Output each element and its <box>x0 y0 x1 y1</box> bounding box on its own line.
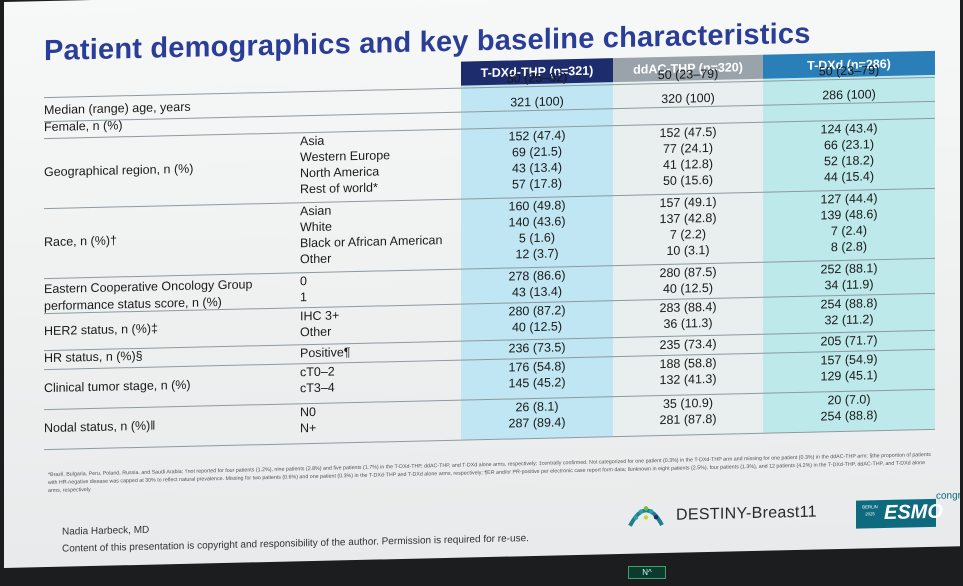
row-sublabels: cT0–2 cT3–4 <box>300 363 335 396</box>
value-cell: 188 (58.8) 132 (41.3) <box>613 354 763 389</box>
slide: Patient demographics and key baseline ch… <box>4 0 960 569</box>
value-text: 50 (15.6) <box>662 172 714 189</box>
row-label: Eastern Cooperative Oncology Group <box>44 277 253 297</box>
row-label: Geographical region, n (%) <box>44 161 194 180</box>
row-label: Nodal status, n (%)‖ <box>44 418 156 436</box>
characteristics-table: Median (range) age, years 50 (25–82) 50 (2… <box>4 0 960 451</box>
value-cell: 280 (87.5) 40 (12.5) <box>613 263 763 298</box>
row-sublabel: Positive¶ <box>300 345 351 361</box>
value-text: 40 (12.5) <box>662 280 714 297</box>
row-sublabels: Asian White Black or African American Other <box>300 200 442 267</box>
row-sublabel: cT0–2 <box>300 364 335 380</box>
value-cell: 152 (47.5) 77 (24.1) 41 (12.8) 50 (15.6) <box>613 123 763 190</box>
destiny-logo-icon <box>628 506 664 527</box>
value-cell: 124 (43.4) 66 (23.1) 52 (18.2) 44 (15.4) <box>763 119 935 187</box>
value-text: 132 (41.3) <box>659 371 717 388</box>
row-label: HER2 status, n (%)‡ <box>44 321 158 338</box>
value-cell: 50 (23–79) <box>613 65 763 84</box>
row-sublabels: IHC 3+ Other <box>300 307 339 340</box>
row-sublabel: Other <box>300 324 332 340</box>
row-sublabel: cT3–4 <box>300 380 335 396</box>
value-text: 36 (11.3) <box>663 315 713 332</box>
bottom-tag: N^ <box>628 566 666 579</box>
value-cell: 26 (8.1) 287 (89.4) <box>461 397 613 432</box>
row-label: HR status, n (%)§ <box>44 348 143 366</box>
value-cell: 283 (88.4) 36 (11.3) <box>613 298 763 333</box>
value-text: 320 (100) <box>661 90 715 107</box>
row-sublabel: IHC 3+ <box>300 308 340 324</box>
value-cell: 254 (88.8) 32 (11.2) <box>763 294 935 330</box>
footnote: *Brazil, Bulgaria, Peru, Poland, Russia,… <box>48 451 931 495</box>
row-label: Median (range) age, years <box>44 99 191 118</box>
value-cell: 152 (47.4) 69 (21.5) 43 (13.4) 57 (17.8) <box>461 126 613 193</box>
row-sublabel: Rest of world* <box>300 180 378 197</box>
value-cell: 35 (10.9) 281 (87.8) <box>613 394 763 429</box>
row-sublabel: 0 <box>300 274 307 289</box>
value-cell: 320 (100) <box>613 89 763 108</box>
brand-name: DESTINY-Breast11 <box>676 503 817 524</box>
row-sublabels: Positive¶ <box>300 344 350 361</box>
esmo-badge-year: 2025 <box>865 511 875 517</box>
value-text: 281 (87.8) <box>659 411 717 428</box>
esmo-logo: BERLIN 2025 ESMO <box>856 498 943 529</box>
copyright-notice: Content of this presentation is copyrigh… <box>62 533 529 555</box>
row-sublabel: Other <box>300 251 332 267</box>
value-cell: 176 (54.8) 145 (45.2) <box>461 357 613 392</box>
value-cell: 20 (7.0) 254 (88.8) <box>763 390 935 426</box>
value-cell: 157 (54.9) 129 (45.1) <box>763 350 935 386</box>
row-sublabel: 1 <box>300 290 307 305</box>
value-text: 50 (23–79) <box>657 66 719 83</box>
row-label: Female, n (%) <box>44 118 123 135</box>
value-cell: 280 (87.2) 40 (12.5) <box>461 301 613 336</box>
esmo-logo-text: ESMO <box>884 500 943 525</box>
value-text: 10 (3.1) <box>666 242 710 258</box>
row-label: Clinical tumor stage, n (%) <box>44 377 191 396</box>
value-cell: 127 (44.4) 139 (48.6) 7 (2.4) 8 (2.8) <box>763 189 935 257</box>
value-text: 235 (73.4) <box>659 336 717 353</box>
row-sublabel: Black or African American <box>300 233 443 251</box>
row-sublabels: N0 N+ <box>300 404 316 436</box>
value-cell: 235 (73.4) <box>613 335 763 354</box>
row-sublabels: Asia Western Europe North America Rest of w… <box>300 131 390 197</box>
value-cell: 160 (49.8) 140 (43.6) 5 (1.6) 12 (3.7) <box>461 196 613 263</box>
value-cell: 157 (49.1) 137 (42.8) 7 (2.2) 10 (3.1) <box>613 193 763 260</box>
row-label: Race, n (%)† <box>44 233 117 250</box>
row-sublabel: N0 <box>300 404 316 420</box>
congress-label: congress <box>936 489 960 502</box>
esmo-badge: BERLIN 2025 <box>858 503 882 526</box>
value-cell: 278 (86.6) 43 (13.4) <box>461 266 613 301</box>
author: Nadia Harbeck, MD <box>62 524 150 538</box>
row-sublabel: N+ <box>300 420 317 436</box>
value-cell: 252 (88.1) 34 (11.9) <box>763 259 935 295</box>
